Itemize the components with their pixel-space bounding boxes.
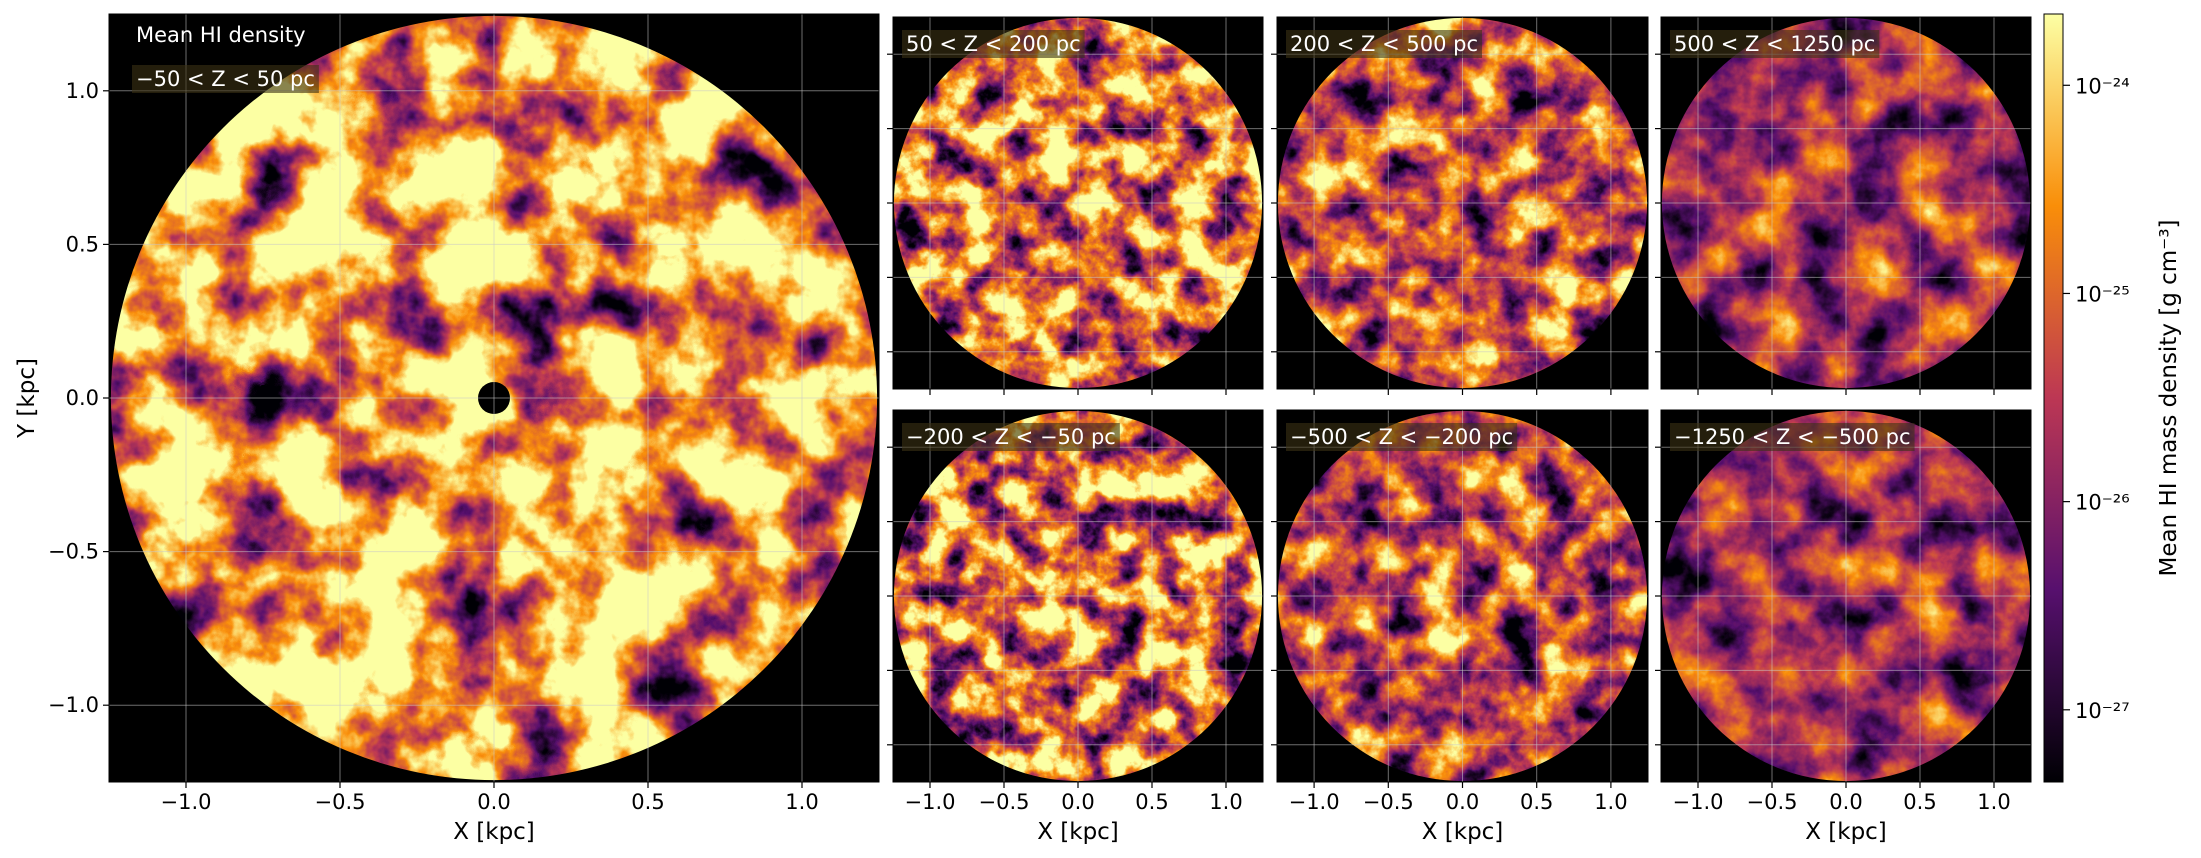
y-tick-label: −0.5 bbox=[48, 540, 99, 564]
y-tick-label: −1.0 bbox=[48, 693, 99, 717]
x-tick-label: −0.5 bbox=[979, 790, 1030, 814]
x-axis-label: X [kpc] bbox=[453, 819, 535, 845]
panel-annotation: −200 < Z < −50 pc bbox=[906, 425, 1116, 449]
plot-frame bbox=[892, 409, 1264, 783]
plot-frame bbox=[1660, 409, 2032, 783]
colorbar bbox=[2043, 13, 2064, 783]
panel-title: Mean HI density bbox=[136, 23, 306, 47]
annotation-box bbox=[1670, 423, 1915, 451]
plot-frame bbox=[108, 13, 880, 783]
x-tick-label: −0.5 bbox=[315, 790, 366, 814]
x-tick-label: 0.5 bbox=[1135, 790, 1168, 814]
x-tick-label: 0.0 bbox=[1829, 790, 1862, 814]
x-tick-label: 0.5 bbox=[1903, 790, 1936, 814]
x-tick-label: −1.0 bbox=[161, 790, 212, 814]
x-axis-label: X [kpc] bbox=[1037, 819, 1119, 845]
x-tick-label: −1.0 bbox=[1673, 790, 1724, 814]
y-axis-label: Y [kpc] bbox=[14, 358, 40, 439]
colorbar-tick-label: 10⁻²⁶ bbox=[2075, 491, 2130, 515]
x-tick-label: 1.0 bbox=[1977, 790, 2010, 814]
panel-annotation: 200 < Z < 500 pc bbox=[1290, 32, 1478, 56]
x-tick-label: 0.0 bbox=[477, 790, 510, 814]
annotation-box bbox=[902, 30, 1085, 58]
x-tick-label: −1.0 bbox=[1289, 790, 1340, 814]
x-tick-label: 1.0 bbox=[785, 790, 818, 814]
colorbar-tick-label: 10⁻²⁴ bbox=[2075, 74, 2130, 98]
x-axis-label: X [kpc] bbox=[1805, 819, 1887, 845]
panel-annotation: −500 < Z < −200 pc bbox=[1290, 425, 1513, 449]
y-tick-label: 1.0 bbox=[66, 79, 99, 103]
annotation-box bbox=[132, 65, 319, 93]
annotation-box bbox=[1286, 30, 1482, 58]
panel-annotation: 50 < Z < 200 pc bbox=[906, 32, 1081, 56]
y-tick-label: 0.0 bbox=[66, 386, 99, 410]
plot-frame bbox=[1276, 409, 1649, 783]
annotation-box bbox=[902, 423, 1120, 451]
x-tick-label: 1.0 bbox=[1594, 790, 1627, 814]
plot-frame bbox=[892, 16, 1264, 390]
plot-frame bbox=[1276, 16, 1649, 390]
x-tick-label: 1.0 bbox=[1209, 790, 1242, 814]
panel-annotation: −1250 < Z < −500 pc bbox=[1674, 425, 1911, 449]
annotation-box bbox=[1286, 423, 1518, 451]
x-tick-label: 0.5 bbox=[1520, 790, 1553, 814]
panel-annotation: −50 < Z < 50 pc bbox=[136, 67, 315, 91]
x-tick-label: −0.5 bbox=[1747, 790, 1798, 814]
x-tick-label: −1.0 bbox=[905, 790, 956, 814]
x-tick-label: −0.5 bbox=[1363, 790, 1414, 814]
x-tick-label: 0.0 bbox=[1061, 790, 1094, 814]
colorbar-tick-label: 10⁻²⁷ bbox=[2075, 699, 2130, 723]
panel-annotation: 500 < Z < 1250 pc bbox=[1674, 32, 1875, 56]
colorbar-label: Mean HI mass density [g cm⁻³] bbox=[2156, 219, 2182, 576]
colorbar-tick-label: 10⁻²⁵ bbox=[2075, 282, 2130, 306]
plot-frame bbox=[1660, 16, 2032, 390]
annotation-box bbox=[1670, 30, 1880, 58]
y-tick-label: 0.5 bbox=[66, 232, 99, 256]
x-tick-label: 0.5 bbox=[631, 790, 664, 814]
x-tick-label: 0.0 bbox=[1446, 790, 1479, 814]
x-axis-label: X [kpc] bbox=[1422, 819, 1504, 845]
